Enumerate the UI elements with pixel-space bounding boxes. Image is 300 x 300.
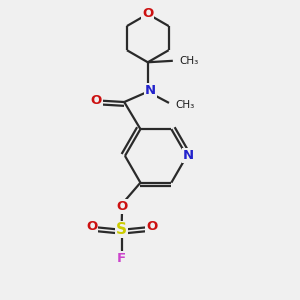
Text: CH₃: CH₃ <box>179 56 199 66</box>
Text: O: O <box>91 94 102 107</box>
Text: F: F <box>117 252 126 265</box>
Text: CH₃: CH₃ <box>176 100 195 110</box>
Text: O: O <box>116 200 128 213</box>
Text: N: N <box>145 84 156 97</box>
Text: N: N <box>183 149 194 162</box>
Text: O: O <box>86 220 97 233</box>
Text: S: S <box>116 222 127 237</box>
Text: O: O <box>142 8 153 20</box>
Text: O: O <box>146 220 157 233</box>
